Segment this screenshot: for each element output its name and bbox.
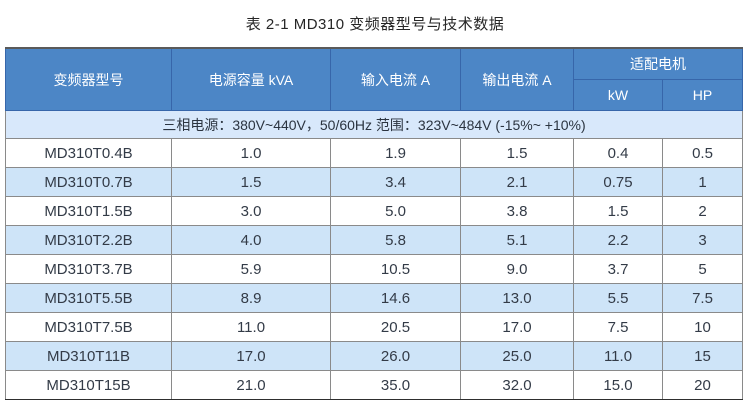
table-title: 表 2-1 MD310 变频器型号与技术数据 bbox=[245, 16, 505, 33]
cell-hp: 20 bbox=[662, 370, 743, 400]
cell-kw: 3.7 bbox=[573, 254, 663, 284]
cell-output-current: 5.1 bbox=[460, 225, 574, 255]
table-body: MD310T0.4B 1.0 1.9 1.5 0.4 0.5 MD310T0.7… bbox=[5, 138, 743, 400]
header-row-1: 变频器型号 电源容量 kVA 输入电流 A 输出电流 A 适配电机 bbox=[5, 47, 743, 111]
spec-table: 变频器型号 电源容量 kVA 输入电流 A 输出电流 A 适配电机 kW HP … bbox=[5, 47, 743, 400]
cell-kw: 1.5 bbox=[573, 196, 663, 226]
cell-capacity: 8.9 bbox=[171, 283, 331, 313]
cell-model: MD310T0.4B bbox=[5, 138, 172, 168]
cell-input-current: 20.5 bbox=[330, 312, 461, 342]
cell-kw: 0.75 bbox=[573, 167, 663, 197]
cell-output-current: 2.1 bbox=[460, 167, 574, 197]
header-kw: kW bbox=[573, 79, 663, 111]
cell-kw: 11.0 bbox=[573, 341, 663, 371]
cell-output-current: 3.8 bbox=[460, 196, 574, 226]
table-row: MD310T2.2B 4.0 5.8 5.1 2.2 3 bbox=[5, 225, 743, 255]
cell-input-current: 3.4 bbox=[330, 167, 461, 197]
header-row-2: kW HP bbox=[6, 79, 743, 111]
cell-kw: 0.4 bbox=[573, 138, 663, 168]
cell-model: MD310T1.5B bbox=[5, 196, 172, 226]
cell-capacity: 5.9 bbox=[171, 254, 331, 284]
cell-input-current: 10.5 bbox=[330, 254, 461, 284]
cell-hp: 0.5 bbox=[662, 138, 743, 168]
cell-hp: 7.5 bbox=[662, 283, 743, 313]
cell-model: MD310T3.7B bbox=[5, 254, 172, 284]
table-row: MD310T11B 17.0 26.0 25.0 11.0 15 bbox=[5, 341, 743, 371]
cell-hp: 15 bbox=[662, 341, 743, 371]
cell-model: MD310T5.5B bbox=[5, 283, 172, 313]
cell-capacity: 21.0 bbox=[171, 370, 331, 400]
cell-input-current: 35.0 bbox=[330, 370, 461, 400]
header-output-current: 输出电流 A bbox=[460, 47, 574, 111]
cell-capacity: 1.0 bbox=[171, 138, 331, 168]
cell-hp: 5 bbox=[662, 254, 743, 284]
table-row: MD310T3.7B 5.9 10.5 9.0 3.7 5 bbox=[5, 254, 743, 284]
table-header: 变频器型号 电源容量 kVA 输入电流 A 输出电流 A 适配电机 kW HP bbox=[5, 47, 743, 111]
header-capacity: 电源容量 kVA bbox=[171, 47, 331, 111]
cell-hp: 1 bbox=[662, 167, 743, 197]
cell-output-current: 13.0 bbox=[460, 283, 574, 313]
cell-model: MD310T7.5B bbox=[5, 312, 172, 342]
cell-input-current: 5.0 bbox=[330, 196, 461, 226]
cell-model: MD310T0.7B bbox=[5, 167, 172, 197]
cell-capacity: 4.0 bbox=[171, 225, 331, 255]
cell-output-current: 25.0 bbox=[460, 341, 574, 371]
cell-hp: 2 bbox=[662, 196, 743, 226]
cell-input-current: 26.0 bbox=[330, 341, 461, 371]
power-note-row: 三相电源：380V~440V，50/60Hz 范围：323V~484V (-15… bbox=[5, 110, 743, 139]
cell-capacity: 11.0 bbox=[171, 312, 331, 342]
table-row: MD310T7.5B 11.0 20.5 17.0 7.5 10 bbox=[5, 312, 743, 342]
cell-input-current: 5.8 bbox=[330, 225, 461, 255]
cell-output-current: 9.0 bbox=[460, 254, 574, 284]
cell-model: MD310T11B bbox=[5, 341, 172, 371]
table-row: MD310T15B 21.0 35.0 32.0 15.0 20 bbox=[5, 370, 743, 400]
cell-model: MD310T15B bbox=[5, 370, 172, 400]
header-input-current: 输入电流 A bbox=[330, 47, 461, 111]
table-row: MD310T5.5B 8.9 14.6 13.0 5.5 7.5 bbox=[5, 283, 743, 313]
power-note: 三相电源：380V~440V，50/60Hz 范围：323V~484V (-15… bbox=[5, 110, 743, 139]
cell-kw: 15.0 bbox=[573, 370, 663, 400]
cell-capacity: 3.0 bbox=[171, 196, 331, 226]
cell-model: MD310T2.2B bbox=[5, 225, 172, 255]
cell-capacity: 1.5 bbox=[171, 167, 331, 197]
header-model: 变频器型号 bbox=[5, 47, 172, 111]
cell-output-current: 1.5 bbox=[460, 138, 574, 168]
cell-kw: 5.5 bbox=[573, 283, 663, 313]
cell-kw: 7.5 bbox=[573, 312, 663, 342]
cell-capacity: 17.0 bbox=[171, 341, 331, 371]
cell-kw: 2.2 bbox=[573, 225, 663, 255]
cell-hp: 3 bbox=[662, 225, 743, 255]
header-hp: HP bbox=[662, 79, 743, 111]
cell-input-current: 14.6 bbox=[330, 283, 461, 313]
table-row: MD310T1.5B 3.0 5.0 3.8 1.5 2 bbox=[5, 196, 743, 226]
table-row: MD310T0.4B 1.0 1.9 1.5 0.4 0.5 bbox=[5, 138, 743, 168]
cell-hp: 10 bbox=[662, 312, 743, 342]
cell-output-current: 17.0 bbox=[460, 312, 574, 342]
cell-output-current: 32.0 bbox=[460, 370, 574, 400]
header-motor-group: 适配电机 bbox=[573, 47, 743, 80]
table-row: MD310T0.7B 1.5 3.4 2.1 0.75 1 bbox=[5, 167, 743, 197]
cell-input-current: 1.9 bbox=[330, 138, 461, 168]
